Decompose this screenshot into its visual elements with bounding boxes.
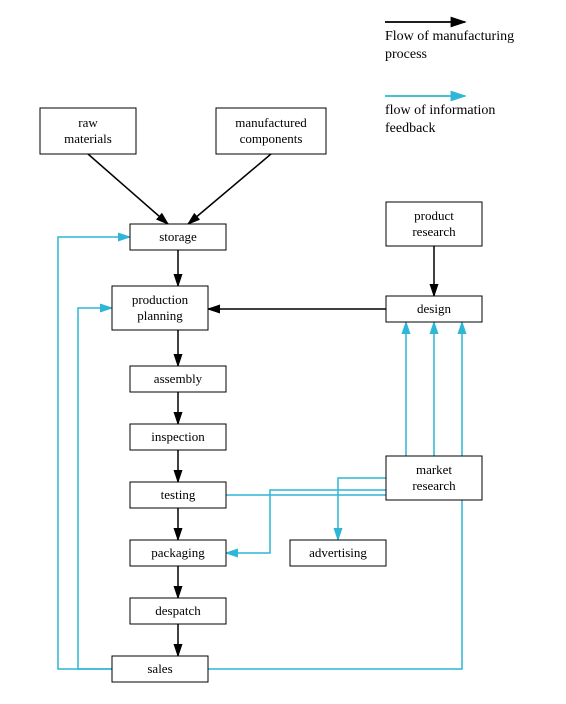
node-sales: sales xyxy=(112,656,208,682)
node-label-testing-0: testing xyxy=(161,487,196,502)
node-raw: rawmaterials xyxy=(40,108,136,154)
legend-label-0-1: process xyxy=(385,47,427,62)
node-market: marketresearch xyxy=(386,456,482,500)
legend-label-0-0: Flow of manufacturing xyxy=(385,29,514,44)
node-advert: advertising xyxy=(290,540,386,566)
node-label-research-1: research xyxy=(412,224,456,239)
node-inspection: inspection xyxy=(130,424,226,450)
flow-edge-0 xyxy=(88,154,168,224)
node-label-storage-0: storage xyxy=(159,229,197,244)
legend-label-1-1: feedback xyxy=(385,121,436,136)
feedback-edge-3 xyxy=(226,322,406,495)
node-assembly: assembly xyxy=(130,366,226,392)
node-label-planning-1: planning xyxy=(137,308,183,323)
node-label-advert-0: advertising xyxy=(309,545,367,560)
legend-label-1-0: flow of information xyxy=(385,103,495,118)
node-label-raw-0: raw xyxy=(78,115,98,130)
flow-edge-1 xyxy=(188,154,271,224)
node-research: productresearch xyxy=(386,202,482,246)
node-label-manuf-0: manufactured xyxy=(235,115,307,130)
node-label-raw-1: materials xyxy=(64,131,112,146)
flowchart-svg: rawmaterials manufacturedcomponents storag… xyxy=(0,0,566,704)
node-design: design xyxy=(386,296,482,322)
node-despatch: despatch xyxy=(130,598,226,624)
node-label-market-0: market xyxy=(416,462,452,477)
node-label-packaging-0: packaging xyxy=(151,545,205,560)
node-packaging: packaging xyxy=(130,540,226,566)
node-testing: testing xyxy=(130,482,226,508)
node-label-design-0: design xyxy=(417,301,451,316)
node-label-market-1: research xyxy=(412,478,456,493)
node-manuf: manufacturedcomponents xyxy=(216,108,326,154)
node-label-inspection-0: inspection xyxy=(151,429,205,444)
node-label-despatch-0: despatch xyxy=(155,603,201,618)
node-label-sales-0: sales xyxy=(147,661,172,676)
node-label-assembly-0: assembly xyxy=(154,371,203,386)
node-label-manuf-1: components xyxy=(240,131,303,146)
node-storage: storage xyxy=(130,224,226,250)
node-planning: productionplanning xyxy=(112,286,208,330)
feedback-edge-5 xyxy=(338,478,386,540)
feedback-edge-1 xyxy=(78,308,112,669)
node-label-planning-0: production xyxy=(132,292,189,307)
node-label-research-0: product xyxy=(414,208,454,223)
